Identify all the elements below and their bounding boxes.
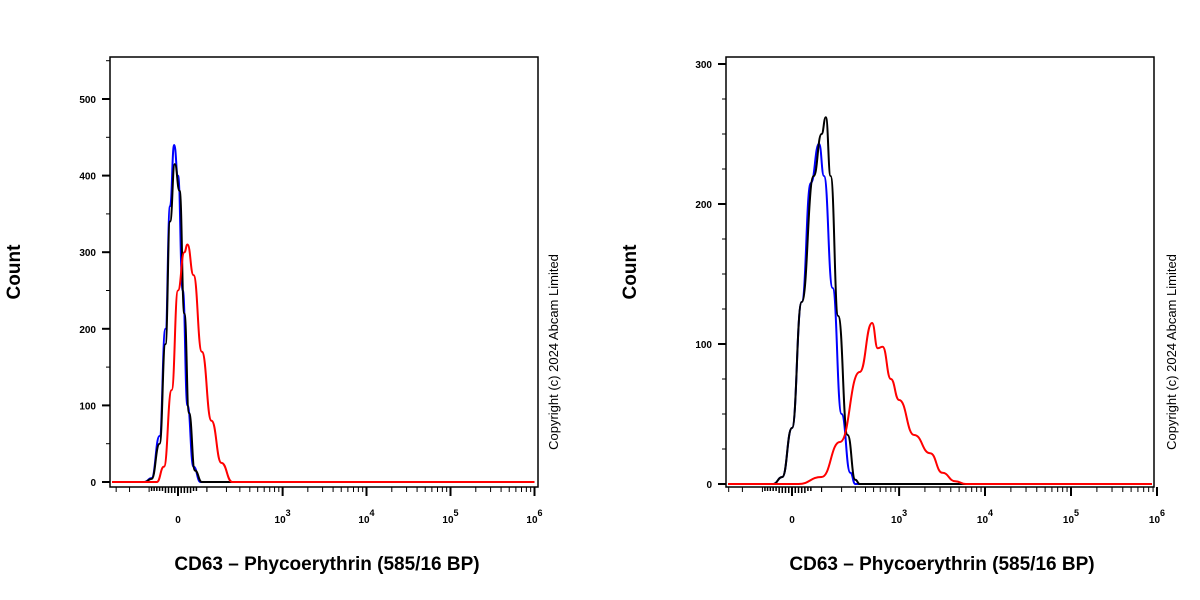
y-axis-label: Count [620,244,641,300]
y-tick-label: 200 [79,325,96,336]
histogram-series-blue [727,142,1152,486]
copyright-watermark: Copyright (c) 2024 Abcam Limited [1164,254,1179,450]
histogram-panel-2: 0 100 200 300 0 103 104 105 106 Count CD63 – Phyco… [620,56,1179,575]
y-tick-label: 200 [695,200,712,211]
y-tick-label: 100 [79,401,96,412]
x-tick-label: 106 [1149,508,1165,526]
y-tick-label: 0 [90,478,96,489]
histogram-series-red [727,321,1152,486]
x-axis-label: CD63 – Phycoerythrin (585/16 BP) [789,554,1094,575]
plot-frame [725,56,1155,488]
y-tick-label: 400 [79,172,96,183]
histogram-series-red [112,243,535,484]
x-tick-label: 0 [789,515,795,526]
x-tick-label: 0 [175,515,181,526]
x-tick-label: 105 [442,508,458,526]
x-axis-label: CD63 – Phycoerythrin (585/16 BP) [174,554,479,575]
histogram-panel-1: 0 100 200 300 400 500 0 103 104 105 106 Count CD63 –… [4,56,561,575]
y-tick-label: 300 [695,60,712,71]
histogram-series-black [112,163,535,484]
x-tick-label: 106 [526,508,542,526]
y-tick-label: 300 [79,248,96,259]
x-tick-label: 104 [977,508,993,526]
x-tick-label: 105 [1063,508,1079,526]
y-axis-label: Count [4,244,25,300]
x-tick-label: 103 [275,508,291,526]
x-tick-label: 103 [891,508,907,526]
x-tick-label: 104 [358,508,374,526]
y-tick-label: 100 [695,340,712,351]
histogram-series-black [727,116,1152,486]
plot-frame [109,56,539,488]
y-tick-label: 500 [79,95,96,106]
copyright-watermark: Copyright (c) 2024 Abcam Limited [546,254,561,450]
y-tick-label: 0 [706,480,712,491]
